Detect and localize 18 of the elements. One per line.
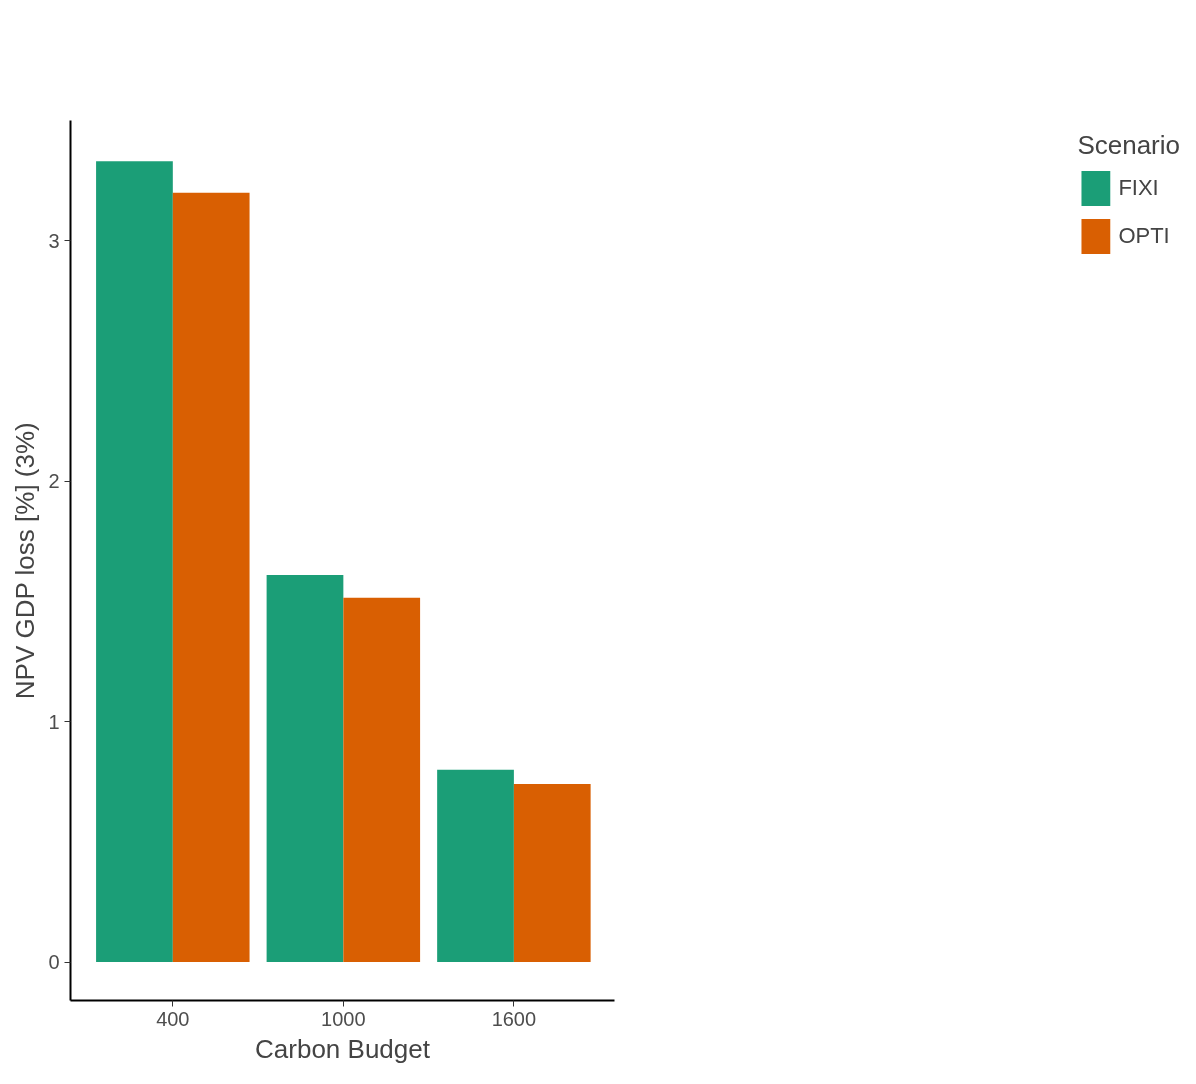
- legend-label: FIXI: [1118, 175, 1159, 201]
- x-tick-label: 1600: [491, 1007, 537, 1030]
- y-tick-label: 2: [48, 470, 60, 493]
- y-tick-label: 1: [48, 710, 60, 733]
- bar: [96, 161, 173, 963]
- y-tick-label: 0: [48, 951, 60, 974]
- y-tick-label: 3: [48, 229, 60, 252]
- bar: [343, 597, 421, 963]
- legend-label: OPTI: [1118, 223, 1170, 249]
- bar: [266, 574, 344, 963]
- bar: [172, 192, 250, 963]
- bar: [437, 769, 514, 963]
- x-tick-label: 400: [156, 1007, 190, 1030]
- legend-title: Scenario: [1077, 130, 1180, 161]
- bar: [513, 784, 591, 963]
- x-tick-label: 1000: [321, 1007, 366, 1030]
- x-axis-title: Carbon Budget: [255, 1033, 431, 1064]
- y-axis-title: NPV GDP loss [%] (3%): [10, 422, 41, 700]
